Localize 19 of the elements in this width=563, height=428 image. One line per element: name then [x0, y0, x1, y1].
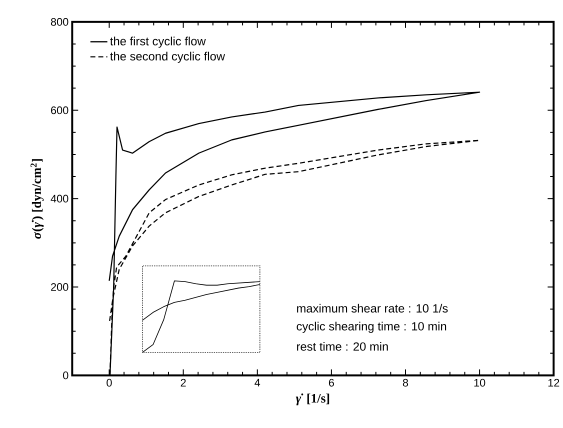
y-tick-label: 200	[51, 283, 68, 291]
x-tick-label: 6	[328, 378, 334, 387]
y-tick-label: 800	[50, 18, 68, 26]
legend-label: the second cyclic flow	[110, 52, 226, 63]
annotation: maximum shear rate : 10 1/s	[297, 304, 448, 313]
x-axis-title: γ̇ [1/s]	[296, 393, 330, 406]
annotation: cyclic shearing time : 10 min	[296, 322, 446, 333]
y-axis-title: σ(γ̇) [dyn/cm$^{2}$]	[30, 159, 44, 239]
y-tick-label: 0	[63, 371, 68, 380]
legend-label: the first cyclic flow	[110, 36, 206, 48]
x-tick-label: 2	[180, 378, 186, 386]
x-tick-label: 8	[402, 378, 408, 387]
x-tick-label: 0	[106, 378, 112, 387]
annotation: rest time : 20 min	[297, 342, 388, 351]
y-tick-label: 600	[51, 106, 68, 114]
x-tick-label: 10	[474, 378, 486, 387]
y-tick-label: 400	[50, 194, 68, 202]
x-tick-label: 12	[548, 378, 560, 386]
x-tick-label: 4	[254, 378, 260, 386]
